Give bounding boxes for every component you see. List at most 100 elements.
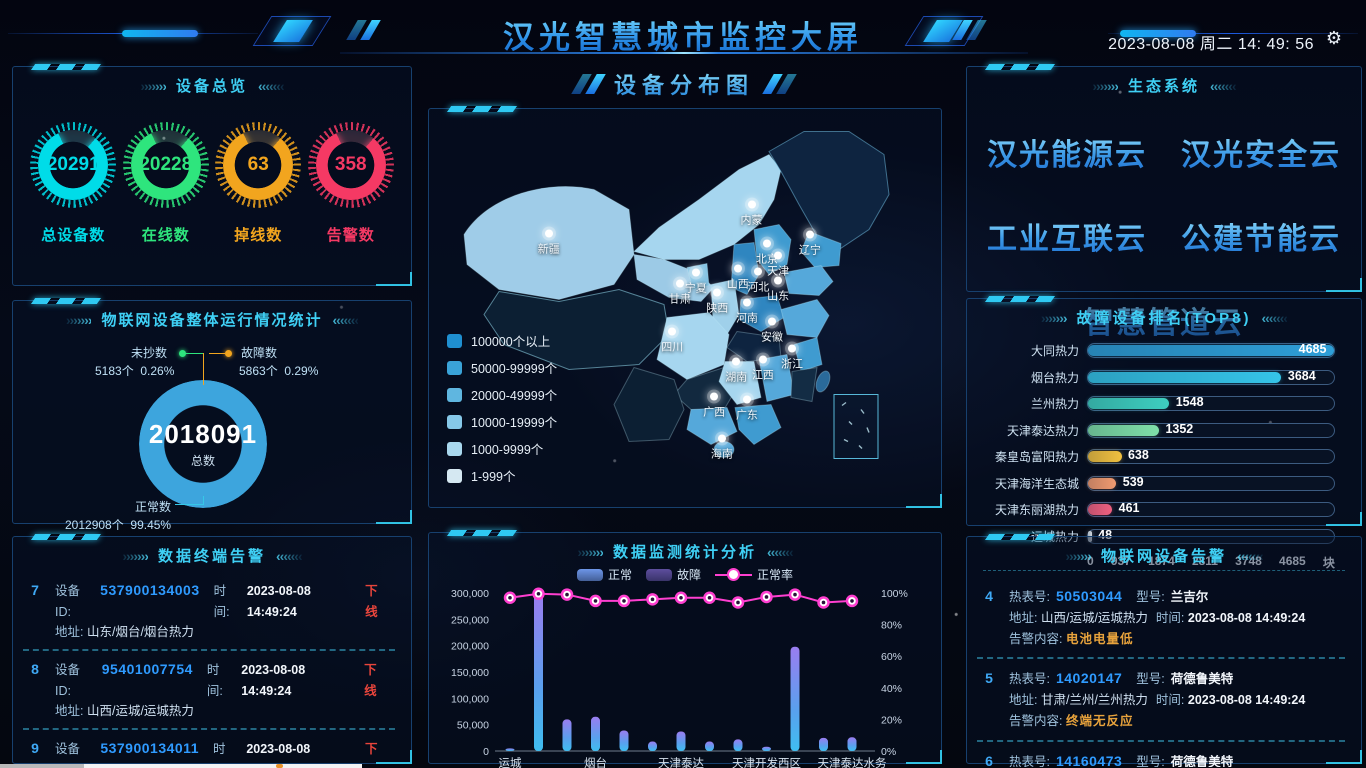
map-marker-河南[interactable]: 河南 xyxy=(736,298,758,325)
fault-rank-row: 大同热力 4685 xyxy=(981,342,1335,359)
map-marker-四川[interactable]: 四川 xyxy=(661,327,683,354)
map-marker-山东[interactable]: 山东 xyxy=(767,276,790,304)
panel-title: 设备总览 xyxy=(175,78,248,95)
fault-rank-track: 3684 xyxy=(1087,369,1335,385)
ecosystem-item-公建节能云[interactable]: 公建节能云 xyxy=(1181,214,1341,258)
map-marker-广东[interactable]: 广东 xyxy=(736,395,758,423)
gauge-circle: 20228 xyxy=(122,122,209,208)
fault-rank-value: 4685 xyxy=(1298,342,1327,356)
header-capsule-left xyxy=(122,30,198,37)
panel-title-row: ››››››› 物联网设备整体运行情况统计 ‹‹‹‹‹‹‹ xyxy=(13,301,411,330)
map-marker-新疆[interactable]: 新疆 xyxy=(538,229,560,257)
fault-rank-row: 天津东丽湖热力 461 xyxy=(981,501,1335,518)
donut-center: 2018091 总数 xyxy=(139,380,267,508)
panel-iot-stats: ››››››› 物联网设备整体运行情况统计 ‹‹‹‹‹‹‹ 2018091 总数… xyxy=(12,300,412,532)
svg-text:250,000: 250,000 xyxy=(451,614,489,626)
legend-label: 正常 xyxy=(607,568,632,582)
fault-rank-row: 天津泰达热力 1352 xyxy=(981,422,1335,439)
time-value: 2023-08-08 14:49:24 xyxy=(246,741,311,756)
map-legend-row: 50000-99999个 xyxy=(447,358,557,377)
meter-label: 热表号: xyxy=(1009,672,1050,687)
marker-dot-icon xyxy=(732,357,741,366)
map-marker-辽宁[interactable]: 辽宁 xyxy=(799,230,821,257)
model-value: 荷德鲁美特 xyxy=(1170,754,1234,767)
map-marker-宁夏[interactable]: 宁夏 xyxy=(685,268,707,296)
legend-label: 故障 xyxy=(676,568,701,582)
marker-label: 山东 xyxy=(767,290,790,303)
map-marker-山西[interactable]: 山西 xyxy=(727,264,749,292)
svg-text:80%: 80% xyxy=(881,620,902,632)
address-value: 山东/烟台/烟台热力 xyxy=(86,625,194,640)
terminal-alarm-list: 7 设备ID: 537900134003 时间: 2023-08-08 14:49:24… xyxy=(13,566,411,762)
marker-dot-icon xyxy=(713,288,722,297)
fault-rank-label: 天津海洋生态城 xyxy=(994,476,1079,491)
map-marker-甘肃[interactable]: 甘肃 xyxy=(669,279,691,307)
svg-text:天津泰达水务: 天津泰达水务 xyxy=(818,756,887,768)
ecosystem-item-工业互联云[interactable]: 工业互联云 xyxy=(987,214,1147,258)
panel-title-row: ››››››› 故障设备排名(TOP8) ‹‹‹‹‹‹‹ xyxy=(967,299,1361,328)
panel-device-overview: ››››››› 设备总览 ‹‹‹‹‹‹‹ 20291 总设备数 20228 在线数 63… xyxy=(12,66,412,286)
row-index: 6 xyxy=(985,752,993,767)
panel-title: 故障设备排名(TOP8) xyxy=(1076,310,1252,327)
status-badge: 下线 xyxy=(364,662,377,698)
svg-text:300,000: 300,000 xyxy=(451,588,489,600)
gauge-circle: 20291 xyxy=(30,122,117,208)
meter-id-value: 14160473 xyxy=(1055,752,1123,767)
gauge-arc xyxy=(130,130,201,200)
ecosystem-item-汉光安全云[interactable]: 汉光安全云 xyxy=(1181,130,1341,174)
map-marker-北京[interactable]: 北京 xyxy=(756,239,778,267)
fault-rank-label: 天津东丽湖热力 xyxy=(994,503,1079,517)
row-index: 5 xyxy=(985,670,993,687)
map-marker-陕西[interactable]: 陕西 xyxy=(706,288,728,315)
svg-text:0%: 0% xyxy=(881,746,896,758)
marker-dot-icon xyxy=(805,230,814,239)
fault-rank-label: 大同热力 xyxy=(1030,344,1079,358)
gear-icon[interactable]: ⚙ xyxy=(1325,28,1342,48)
fault-rank-label: 秦皇岛富阳热力 xyxy=(994,450,1079,464)
model-label: 型号: xyxy=(1136,672,1165,687)
map-marker-广西[interactable]: 广西 xyxy=(703,392,725,420)
marker-label: 江西 xyxy=(751,369,774,382)
map-marker-江西[interactable]: 江西 xyxy=(752,355,774,382)
map-marker-内蒙[interactable]: 内蒙 xyxy=(741,200,763,228)
header-line-right xyxy=(1108,33,1358,34)
gauge-总设备数: 20291 总设备数 xyxy=(29,122,117,245)
gauge-掉线数: 63 掉线数 xyxy=(214,122,302,245)
device-id-value: 537900134011 xyxy=(100,739,199,756)
model-value: 兰吉尔 xyxy=(1170,590,1209,604)
map-marker-海南[interactable]: 海南 xyxy=(711,434,733,461)
legend-label: 正常率 xyxy=(757,568,794,582)
map-marker-天津[interactable]: 天津 xyxy=(767,251,790,279)
marker-label: 天津 xyxy=(767,265,790,278)
legend-item-故障: 故障 xyxy=(645,566,701,583)
line-unread xyxy=(185,353,203,354)
ecosystem-item-汉光能源云[interactable]: 汉光能源云 xyxy=(987,130,1147,174)
fault-rank-row: 秦皇岛富阳热力 638 xyxy=(981,448,1335,465)
fault-rank-label: 烟台热力 xyxy=(1030,370,1079,385)
map-marker-河北[interactable]: 河北 xyxy=(747,267,769,295)
marker-label: 安徽 xyxy=(761,331,784,344)
fault-rank-value: 638 xyxy=(1127,448,1149,462)
fault-rank-value: 539 xyxy=(1122,474,1144,489)
donut-ring xyxy=(139,380,267,508)
map-marker-湖南[interactable]: 湖南 xyxy=(725,357,747,384)
fault-rank-track: 539 xyxy=(1087,474,1335,491)
fault-rank-bar xyxy=(1088,451,1122,462)
map-marker-浙江[interactable]: 浙江 xyxy=(781,344,803,371)
gauge-告警数: 358 告警数 xyxy=(307,122,395,245)
legend-item-正常率: 正常率 xyxy=(715,566,793,583)
datetime-display: 2023-08-08 周二 14: 49: 56 xyxy=(1108,36,1314,53)
segment-label-normal: 正常数 xyxy=(135,500,172,514)
monitor-bar-line-chart: 0 50,000 100,000 150,000 200,000 250,000 300,0… xyxy=(429,583,941,768)
panel-ecosystem: ››››››› 生态系统 ‹‹‹‹‹‹‹ 汉光能源云 汉光安全云 工业互联云 公建节能… xyxy=(966,66,1362,340)
china-map: 新疆 内蒙辽宁 北京 天津 河北 山西 宁夏 甘肃 陕西 山东 河南 安徽 浙江 四川湖南 江西广西 广东 海南… xyxy=(429,109,941,507)
segment-value-normal: 2012908个 99.45% xyxy=(65,518,172,532)
gauge-arc xyxy=(223,130,294,200)
dot-fault xyxy=(225,350,232,357)
address-label: 地址: xyxy=(55,625,84,640)
panel-title: 数据终端告警 xyxy=(157,548,266,565)
device-id-value: 95401007754 xyxy=(101,660,193,677)
panel-title-row: ››››››› 数据监测统计分析 ‹‹‹‹‹‹‹ xyxy=(429,533,941,562)
map-marker-安徽[interactable]: 安徽 xyxy=(761,317,784,345)
